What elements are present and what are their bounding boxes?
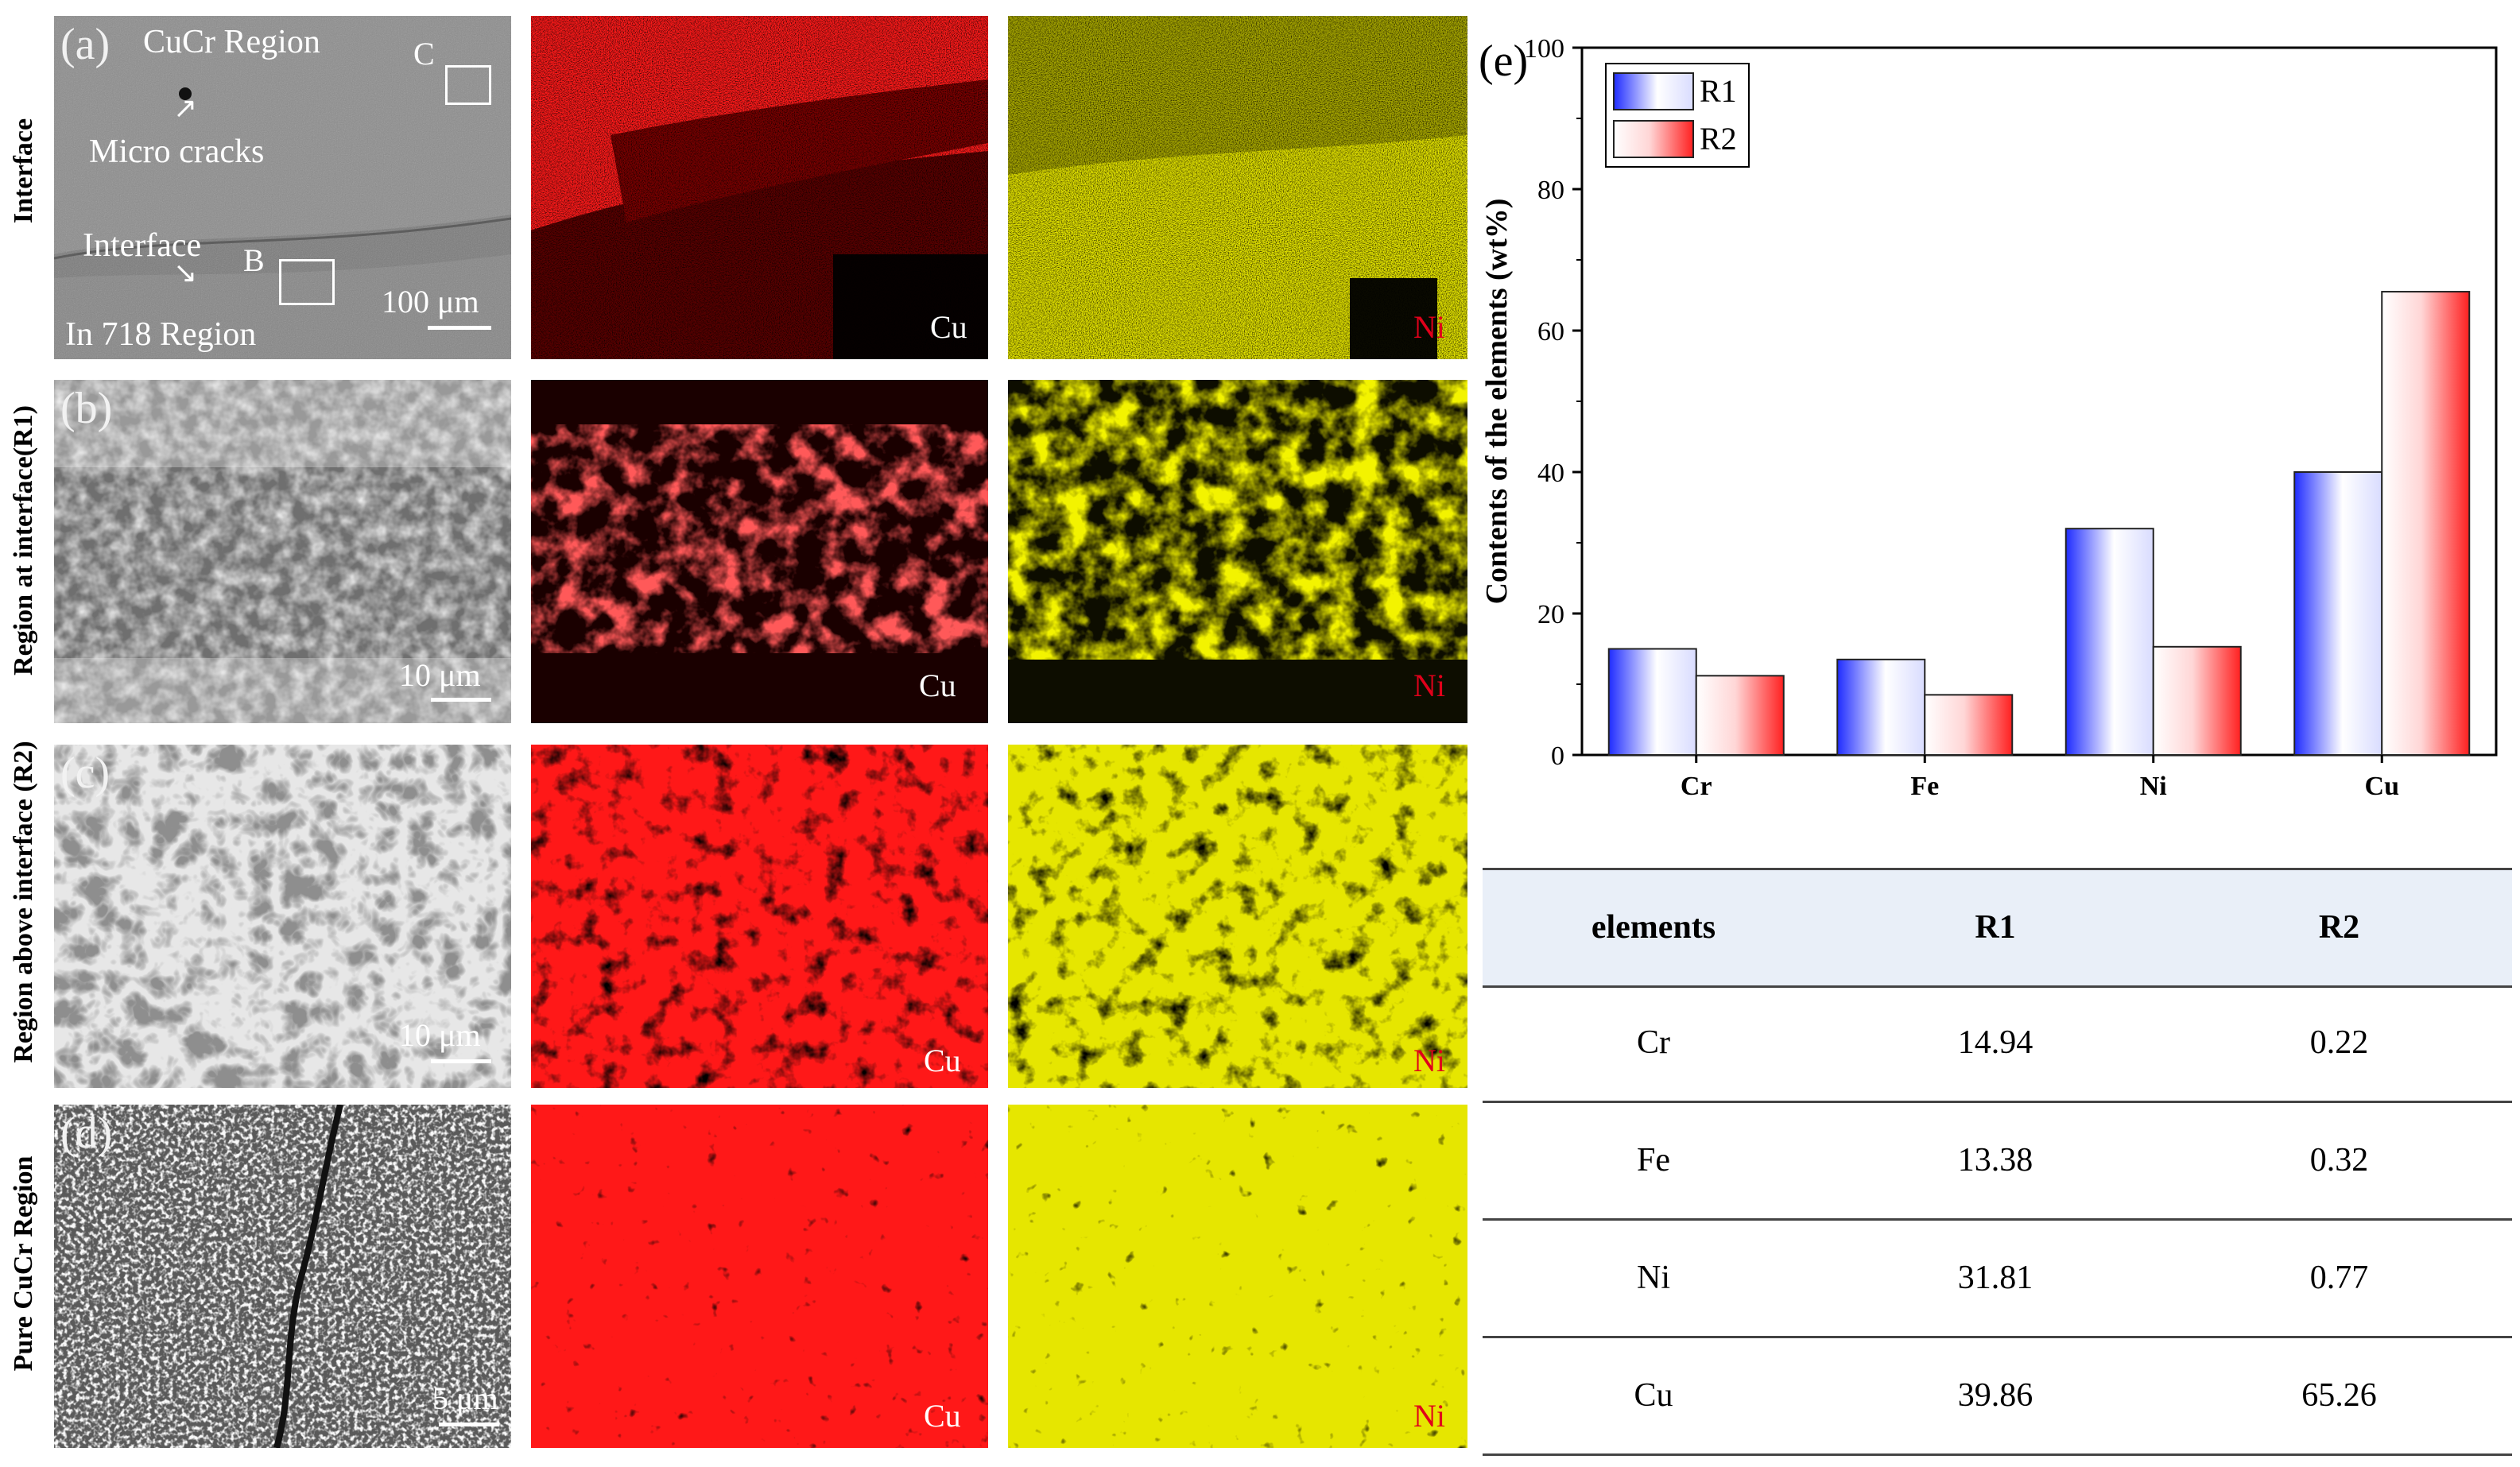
panel-letter-a: (a) — [60, 20, 110, 69]
cu-map-pure-cucr: Cu — [531, 1105, 988, 1448]
bar-r1-fe — [1836, 658, 1926, 756]
scale-bar-label: 100 μm — [382, 284, 479, 319]
table-row: Cr 14.94 0.22 — [1483, 985, 2512, 1103]
bar-r1-cu — [2293, 471, 2383, 756]
interface-label: Interface — [83, 227, 202, 264]
panel-letter-e: (e) — [1479, 37, 1528, 86]
panel-letter-c: (c) — [60, 749, 110, 798]
scale-bar-label: 5 μm — [432, 1380, 498, 1416]
table-header-cell: R1 — [1975, 909, 2016, 946]
y-tick-label: 100 — [1524, 34, 1564, 64]
in718-region-label: In 718 Region — [65, 316, 257, 353]
arrow-down-icon: ↘ — [173, 257, 198, 288]
row-label-r2: Region above interface (R2) — [9, 741, 38, 1063]
y-tick-label: 40 — [1537, 459, 1564, 488]
table-cell: Fe — [1637, 1142, 1670, 1179]
bar-r1-ni — [2064, 528, 2154, 756]
cucr-region-label: CuCr Region — [143, 24, 320, 60]
table-cell: 13.38 — [1957, 1142, 2033, 1179]
panel-letter-d: (d) — [60, 1109, 113, 1158]
table-header-row: elements R1 R2 — [1483, 868, 2512, 988]
region-b-box — [279, 259, 335, 305]
table-row: Cu 39.86 65.26 — [1483, 1338, 2512, 1456]
box-c-label: C — [413, 36, 435, 72]
cu-map-label: Cu — [919, 668, 956, 703]
cu-map-interface: Cu — [531, 16, 988, 359]
arrow-up-icon: ↗ — [173, 92, 198, 124]
legend-swatch-r2 — [1613, 120, 1694, 158]
row-label-r1: Region at interface(R1) — [9, 405, 38, 675]
sem-image-r1: (b) 10 μm — [54, 380, 511, 723]
table-row: Ni 31.81 0.77 — [1483, 1221, 2512, 1338]
table-cell: 0.77 — [2309, 1260, 2369, 1296]
sem-image-interface: (a) CuCr Region C ↗ Micro cracks Interfa… — [54, 16, 511, 359]
scale-bar-label: 10 μm — [399, 657, 481, 693]
ni-map-label: Ni — [1413, 1043, 1445, 1078]
row-label-pure-cucr: Pure CuCr Region — [9, 1155, 38, 1372]
table-cell: Cu — [1634, 1377, 1673, 1414]
bar-r2-cu — [2381, 291, 2471, 756]
ni-map-pure-cucr: Ni — [1008, 1105, 1467, 1448]
table-row: Fe 13.38 0.32 — [1483, 1103, 2512, 1221]
row-label-interface: Interface — [9, 118, 38, 224]
micro-crack-dot — [179, 87, 192, 100]
scale-bar-label: 10 μm — [399, 1017, 481, 1053]
table-header-cell: elements — [1591, 909, 1716, 946]
table-cell: 39.86 — [1957, 1377, 2033, 1414]
scale-bar — [431, 698, 491, 702]
ni-map-label: Ni — [1413, 1398, 1445, 1434]
table-cell: 0.32 — [2309, 1142, 2369, 1179]
table-header-cell: R2 — [2318, 909, 2360, 946]
bar-r1-cr — [1607, 648, 1697, 756]
y-tick-label: 60 — [1537, 317, 1564, 346]
ni-map-interface: Ni — [1008, 16, 1467, 359]
bar-r2-ni — [2152, 645, 2242, 757]
cu-map-r2: Cu — [531, 745, 988, 1088]
legend-label-r2: R2 — [1700, 121, 1737, 157]
scale-bar — [431, 1059, 491, 1063]
panel-letter-b: (b) — [60, 384, 113, 433]
x-tick-label: Fe — [1910, 772, 1939, 801]
table-cell: Cr — [1637, 1024, 1670, 1061]
x-tick-label: Cu — [2365, 772, 2399, 801]
sem-image-pure-cucr: (d) 5 μm — [54, 1105, 511, 1448]
ni-map-r1: Ni — [1008, 380, 1467, 723]
bar-chart: 0 20 40 60 80 100 Contents of the elements (wt… — [1479, 34, 2498, 801]
table-cell: 14.94 — [1957, 1024, 2033, 1061]
cu-map-label: Cu — [924, 1043, 961, 1078]
ni-map-label: Ni — [1413, 668, 1445, 703]
y-axis-label: Contents of the elements (wt%) — [1480, 199, 1514, 605]
scale-bar — [428, 326, 491, 330]
ni-map-r2: Ni — [1008, 745, 1467, 1088]
legend-label-r1: R1 — [1700, 73, 1737, 109]
y-tick-label: 20 — [1537, 600, 1564, 629]
sem-image-r2: (c) 10 μm — [54, 745, 511, 1088]
bar-r2-cr — [1695, 675, 1785, 757]
ni-map-label: Ni — [1413, 309, 1445, 345]
cu-map-r1: Cu — [531, 380, 988, 723]
cu-map-label: Cu — [930, 309, 967, 345]
x-tick-label: Cr — [1681, 772, 1712, 801]
y-tick-label: 80 — [1537, 176, 1564, 205]
scale-bar — [439, 1422, 499, 1426]
table-cell: 0.22 — [2309, 1024, 2369, 1061]
region-c-box — [445, 65, 491, 105]
table-cell: Ni — [1637, 1260, 1670, 1296]
table-cell: 65.26 — [2301, 1377, 2377, 1414]
micro-cracks-label: Micro cracks — [89, 134, 265, 170]
y-tick-label: 0 — [1551, 741, 1564, 771]
table-cell: 31.81 — [1957, 1260, 2033, 1296]
legend-swatch-r1 — [1613, 72, 1694, 110]
box-b-label: B — [243, 242, 265, 278]
bar-r2-fe — [1924, 694, 2014, 756]
x-tick-label: Ni — [2140, 772, 2167, 801]
cu-map-label: Cu — [924, 1398, 961, 1434]
